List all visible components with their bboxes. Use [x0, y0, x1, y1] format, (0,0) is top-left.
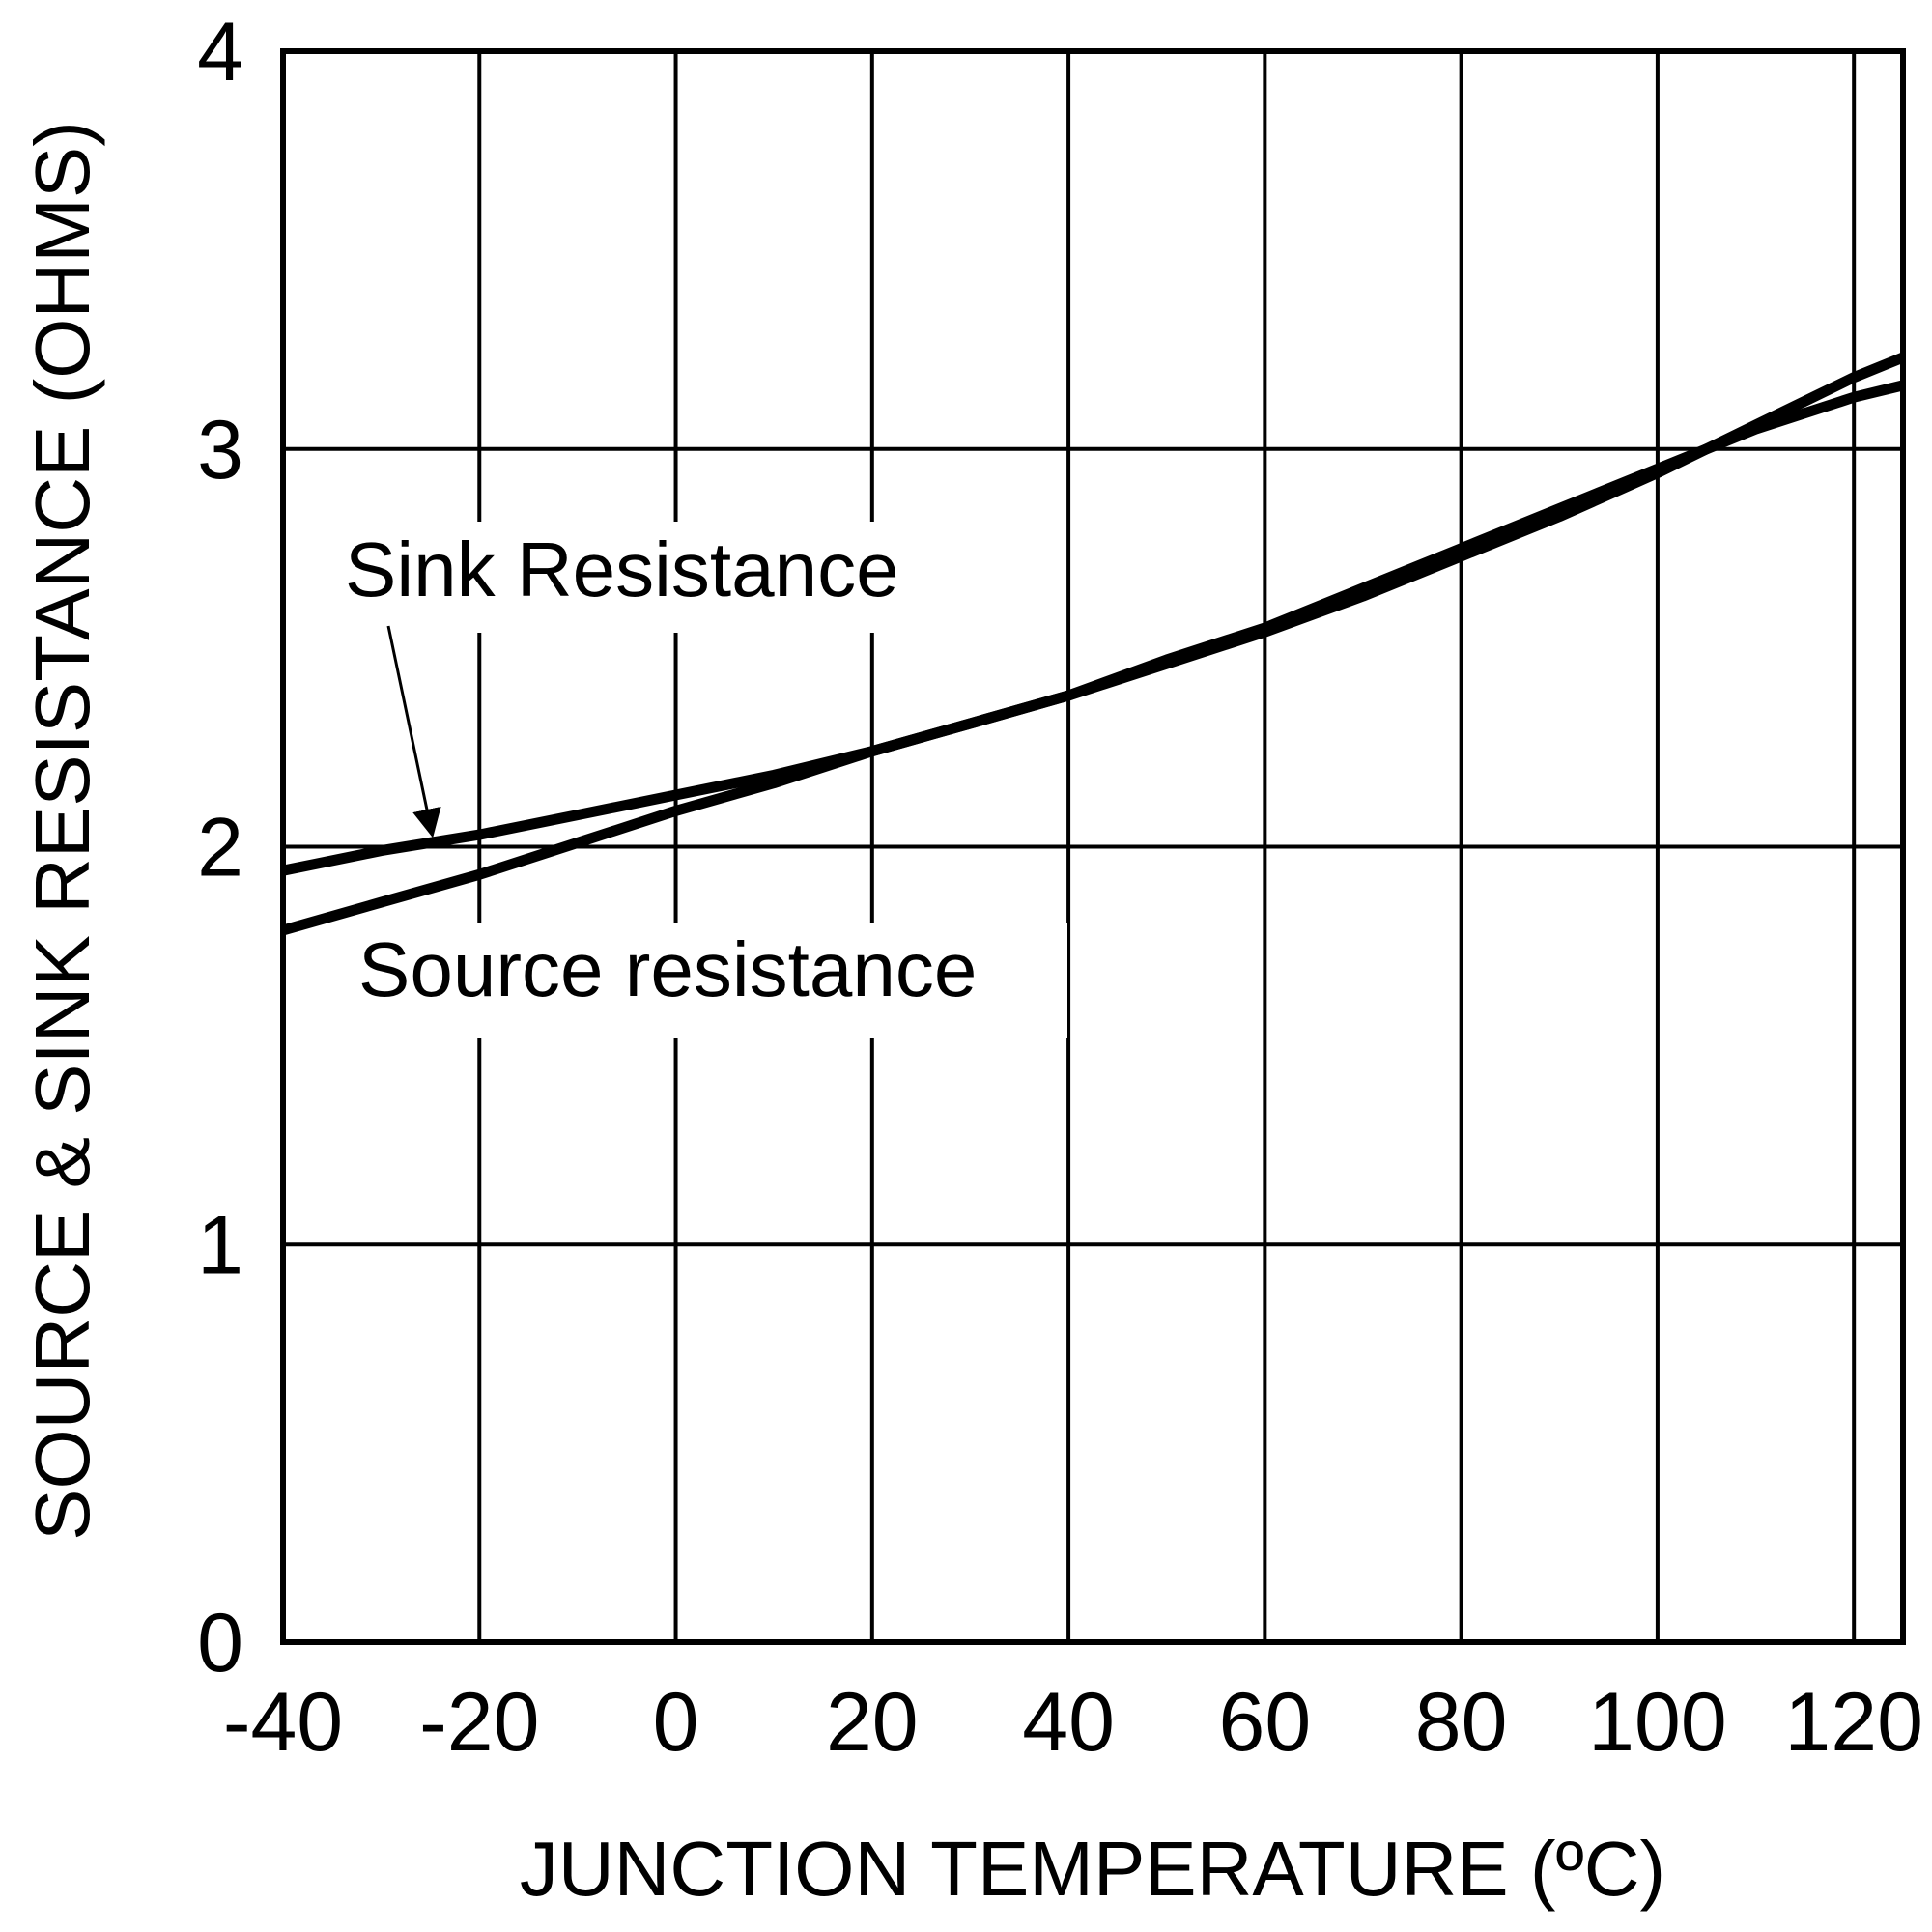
- x-tick-label: -40: [223, 1676, 343, 1769]
- y-tick-label: 1: [197, 1199, 243, 1292]
- x-tick-label: 120: [1784, 1676, 1923, 1769]
- source-resistance-line: [281, 352, 1906, 936]
- sink-resistance-label: Sink Resistance: [345, 526, 899, 612]
- sink-label-mask: [333, 522, 976, 633]
- y-tick-labels: 0 1 2 3 4: [197, 6, 243, 1690]
- y-axis-title: SOURCE & SINK RESISTANCE (OHMS): [19, 121, 105, 1541]
- y-tick-label: 0: [197, 1597, 243, 1690]
- x-tick-label: 20: [826, 1676, 919, 1769]
- source-label-mask: [348, 923, 1067, 1038]
- horizontal-gridlines: [283, 49, 1903, 1644]
- x-tick-labels: -40 -20 0 20 40 60 80 100 120: [223, 1676, 1923, 1769]
- x-tick-label: 40: [1022, 1676, 1115, 1769]
- x-tick-label: 0: [653, 1676, 699, 1769]
- source-resistance-label: Source resistance: [358, 926, 977, 1012]
- x-tick-label: 60: [1219, 1676, 1312, 1769]
- series-layer: [281, 352, 1906, 936]
- x-tick-label: -20: [419, 1676, 539, 1769]
- y-tick-label: 2: [197, 802, 243, 895]
- x-tick-label: 80: [1415, 1676, 1508, 1769]
- y-tick-label: 3: [197, 404, 243, 497]
- plot-frame: [280, 48, 1906, 1645]
- x-axis-title: JUNCTION TEMPERATURE (ºC): [520, 1826, 1665, 1912]
- x-tick-label: 100: [1588, 1676, 1727, 1769]
- y-tick-label: 4: [197, 6, 243, 99]
- sink-resistance-arrow: [386, 625, 441, 838]
